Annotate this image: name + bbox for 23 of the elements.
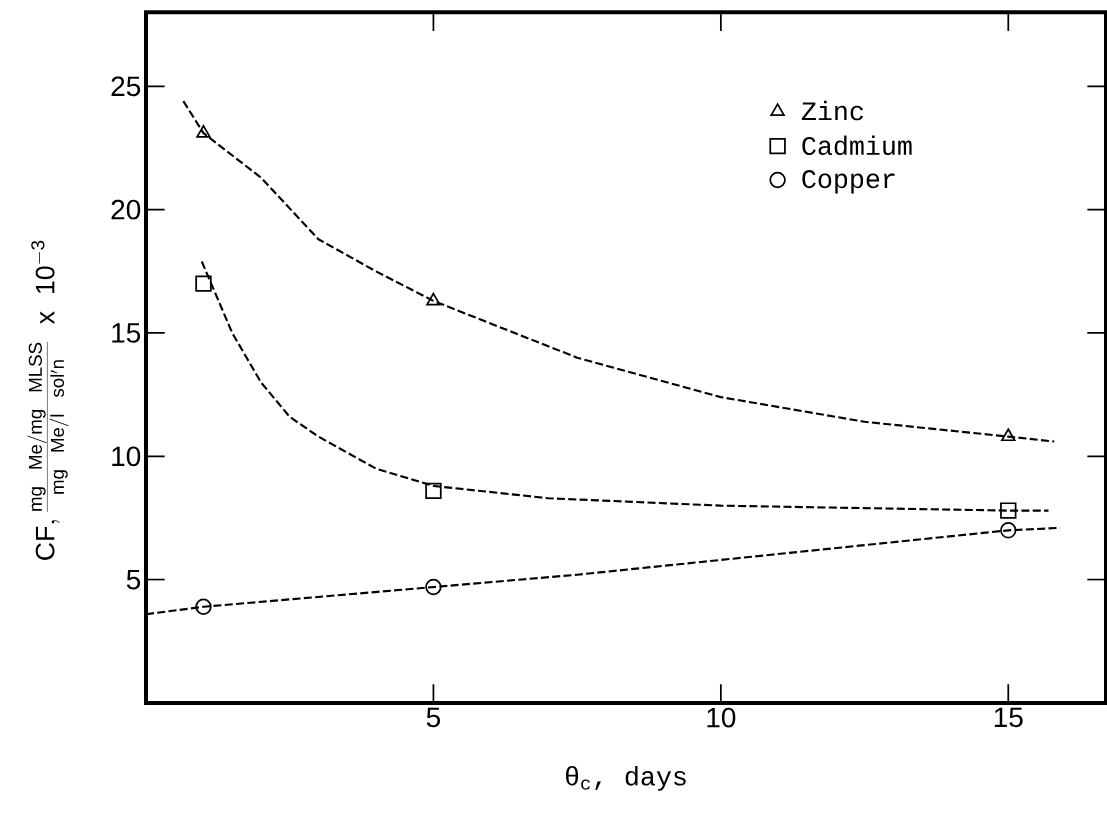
point	[1000, 522, 1017, 539]
y-tick-label: 5	[126, 569, 141, 590]
point	[195, 598, 212, 615]
line-series	[182, 100, 1056, 443]
x-tick-label: 15	[994, 707, 1023, 728]
legend-label: Cadmium	[802, 135, 912, 156]
y-tick-label: 10	[112, 446, 141, 467]
x-axis-title: θ$_{c}$, days	[566, 766, 686, 791]
y-tick-label: 20	[111, 199, 141, 220]
point	[1000, 502, 1017, 519]
y-tick-label: 25	[111, 76, 141, 97]
legend-label: Zinc	[801, 100, 863, 121]
y-axis-title: $\mathrm{CF},\frac{\mathrm{mg\ Me/mg\ MLSS}}{\mathrm{mg\ Me/l\ sol'n}}\ \mathrm{x\ 10^{-3}}$	[27, 240, 69, 560]
legend-label: Copper	[802, 170, 895, 194]
y-tick-label: 15	[112, 323, 141, 343]
x-tick-label: 5	[426, 707, 441, 728]
point	[425, 482, 442, 500]
point	[195, 275, 212, 292]
point	[196, 124, 211, 138]
point	[425, 578, 442, 596]
point	[1001, 428, 1016, 442]
point	[426, 292, 441, 306]
x-tick-label: 10	[707, 707, 736, 728]
